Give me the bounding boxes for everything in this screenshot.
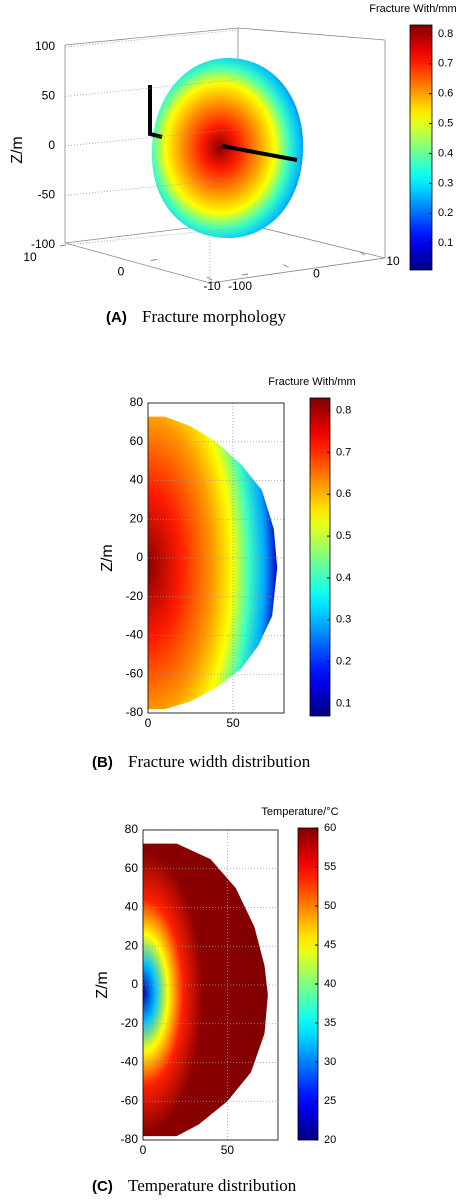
z-grid-line <box>64 128 239 147</box>
y-tick-label: -80 <box>126 705 144 719</box>
caption-label: (B) <box>92 754 113 771</box>
y-tick-label: -60 <box>121 1093 139 1107</box>
colorbar <box>409 24 433 271</box>
y-tick-label: -60 <box>126 666 144 680</box>
colorbar-tick-label: 0.7 <box>438 58 453 70</box>
y-tick-label: 80 <box>125 822 139 836</box>
colorbar-tick-label: 0.5 <box>336 530 351 542</box>
colorbar-tick-label: 30 <box>324 1056 336 1068</box>
field <box>148 416 278 710</box>
colorbar-tick-label: 0.6 <box>438 88 453 100</box>
y-tick-label: 40 <box>125 900 139 914</box>
caption: Temperature distribution <box>128 1176 297 1195</box>
colorbar-tick-label: 20 <box>324 1134 336 1146</box>
x-tick-label: 0 <box>140 1143 147 1157</box>
colorbar-tick-label: 0.7 <box>336 446 351 458</box>
y-tick-label: 10 <box>386 254 400 268</box>
colorbar-tick-label: 0.5 <box>438 118 453 130</box>
y-tick <box>283 264 289 268</box>
caption-label: (A) <box>106 309 127 326</box>
colorbar-tick-label: 0.4 <box>438 147 453 159</box>
colorbar-tick-label: 0.2 <box>438 207 453 219</box>
wellbore <box>148 85 298 162</box>
colorbar-tick-label: 0.2 <box>336 656 351 668</box>
y-tick-label: 60 <box>125 861 139 875</box>
y-tick-label: 0 <box>131 977 138 991</box>
y-tick-label: 40 <box>130 473 144 487</box>
z-tick-label: 50 <box>42 89 56 103</box>
z-axis-label: Z/m <box>9 136 26 164</box>
x-tick-label: 10 <box>23 250 37 264</box>
colorbar-tick-label: 50 <box>324 900 336 912</box>
y-tick-label: -100 <box>228 279 252 293</box>
z-tick-label: -100 <box>31 237 55 251</box>
colorbar-label: Temperature/°C <box>261 806 338 818</box>
x-tick <box>59 244 67 247</box>
colorbar-tick-label: 0.8 <box>336 404 351 416</box>
colorbar <box>309 397 331 717</box>
colorbar-tick-label: 60 <box>324 822 336 834</box>
y-tick-label: -40 <box>121 1055 139 1069</box>
y-axis-label: Z/m <box>94 971 111 999</box>
x-tick-label: 50 <box>221 1143 235 1157</box>
x-tick-label: -10 <box>203 279 221 293</box>
x-tick-label: 0 <box>118 265 125 279</box>
z-grid-line <box>64 79 239 97</box>
colorbar-label: Fracture With/mm <box>369 3 456 15</box>
colorbar-tick-label: 25 <box>324 1095 336 1107</box>
y-tick <box>206 276 213 281</box>
y-tick-label: -40 <box>126 628 144 642</box>
y-tick-label: 0 <box>313 267 320 281</box>
colorbar-tick-label: 0.1 <box>438 237 453 249</box>
z-grid-line <box>64 227 239 246</box>
field <box>143 843 268 1137</box>
y-tick-label: -20 <box>126 589 144 603</box>
colorbar-tick-label: 0.4 <box>336 572 351 584</box>
x-tick-label: 0 <box>145 716 152 730</box>
colorbar-tick-label: 45 <box>324 939 336 951</box>
y-tick-label: -80 <box>121 1132 139 1146</box>
colorbar-tick-label: 0.3 <box>438 177 453 189</box>
caption: Fracture morphology <box>142 307 286 326</box>
colorbar-tick-label: 0.3 <box>336 614 351 626</box>
x-tick <box>150 259 158 261</box>
y-tick-label: 20 <box>125 938 139 952</box>
y-tick-label: -20 <box>121 1016 139 1030</box>
x-tick-label: 50 <box>226 716 240 730</box>
y-tick-label: 60 <box>130 434 144 448</box>
y-tick-label: 20 <box>130 511 144 525</box>
z-grid-line <box>64 178 239 196</box>
colorbar-label: Fracture With/mm <box>268 376 355 388</box>
z-grid-line <box>64 29 239 48</box>
colorbar-tick-label: 0.6 <box>336 488 351 500</box>
axes-frame <box>147 402 285 714</box>
z-tick-label: -50 <box>38 188 56 202</box>
z-tick-label: 100 <box>35 39 55 53</box>
colorbar-tick-label: 0.1 <box>336 697 351 709</box>
colorbar-tick-label: 35 <box>324 1017 336 1029</box>
y-tick <box>359 251 366 256</box>
y-tick-label: 80 <box>130 395 144 409</box>
y-axis-label: Z/m <box>99 544 116 572</box>
colorbar-tick-label: 40 <box>324 978 336 990</box>
x-tick <box>241 273 249 276</box>
colorbar-tick-label: 0.8 <box>438 28 453 40</box>
axes-frame <box>142 829 279 1141</box>
y-tick-label: 0 <box>136 550 143 564</box>
caption: Fracture width distribution <box>128 752 311 771</box>
colorbar-tick-label: 55 <box>324 861 336 873</box>
z-tick-label: 0 <box>48 138 55 152</box>
caption-label: (C) <box>92 1178 113 1195</box>
